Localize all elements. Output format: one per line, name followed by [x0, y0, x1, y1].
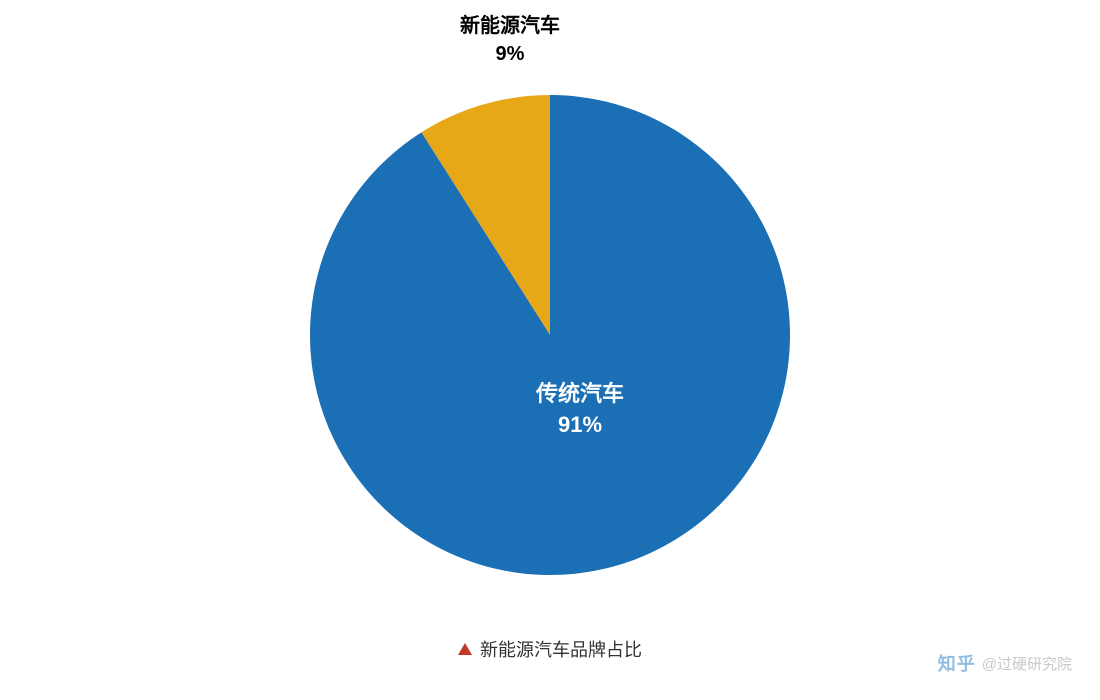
watermark-logo: 知乎	[938, 650, 976, 676]
watermark: 知乎 @过硬研究院	[938, 650, 1072, 676]
slice-label-value: 9%	[460, 40, 560, 68]
pie-chart-container: 新能源汽车9%传统汽车91%	[310, 95, 790, 575]
chart-caption: 新能源汽车品牌占比	[458, 636, 642, 662]
pie-slice-traditional	[310, 95, 790, 575]
slice-label-name: 传统汽车	[536, 379, 624, 410]
slice-label-value: 91%	[536, 410, 624, 441]
slice-label-name: 新能源汽车	[460, 12, 560, 40]
pie-svg	[310, 95, 790, 575]
caption-text: 新能源汽车品牌占比	[480, 636, 642, 662]
watermark-attribution: @过硬研究院	[982, 653, 1072, 674]
pie-chart: 新能源汽车9%传统汽车91%	[310, 95, 790, 575]
label-traditional: 传统汽车91%	[536, 379, 624, 441]
caption-triangle-icon	[458, 643, 472, 655]
label-new-energy: 新能源汽车9%	[460, 12, 560, 68]
